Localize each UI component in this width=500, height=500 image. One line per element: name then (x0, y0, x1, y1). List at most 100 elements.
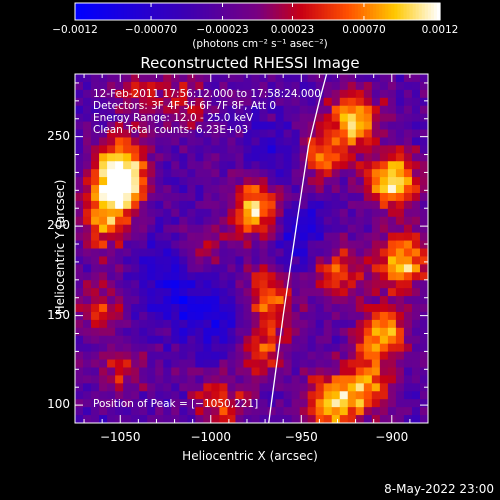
heatmap-cell (267, 153, 277, 162)
heatmap-cell (163, 169, 172, 178)
heatmap-cell (75, 81, 84, 91)
heatmap-cell (275, 185, 285, 194)
heatmap-cell (355, 351, 365, 361)
heatmap-cell (211, 280, 220, 289)
colorbar-segment (300, 3, 304, 20)
heatmap-cell (299, 375, 309, 384)
heatmap-cell (115, 359, 124, 368)
heatmap-cell (99, 81, 108, 91)
heatmap-cell (227, 81, 236, 91)
heatmap-cell (371, 280, 381, 289)
heatmap-cell (331, 288, 341, 297)
heatmap-cell (275, 137, 285, 146)
colorbar-segment (78, 3, 82, 20)
heatmap-cell (323, 399, 333, 408)
heatmap-cell (323, 319, 333, 329)
heatmap-cell (339, 97, 349, 107)
heatmap-cell (363, 335, 373, 345)
heatmap-cell (91, 359, 100, 368)
colorbar-segment (424, 3, 429, 20)
heatmap-cell (379, 169, 389, 178)
heatmap-cell (363, 359, 373, 368)
heatmap-cell (275, 153, 285, 162)
heatmap-cell (275, 145, 285, 154)
heatmap-cell (275, 288, 285, 297)
heatmap-cell (187, 74, 196, 83)
heatmap-cell (235, 145, 244, 154)
heatmap-cell (315, 185, 325, 194)
heatmap-cell (139, 296, 148, 305)
heatmap-cell (259, 200, 269, 210)
heatmap-cell (395, 343, 405, 353)
heatmap-cell (147, 113, 156, 123)
heatmap-cell (387, 367, 397, 376)
heatmap-cell (235, 264, 244, 273)
heatmap-cell (171, 280, 180, 289)
heatmap-cell (75, 105, 84, 115)
heatmap-cell (315, 399, 325, 408)
heatmap-cell (203, 335, 212, 345)
heatmap-cell (131, 272, 140, 281)
heatmap-cell (107, 399, 116, 408)
heatmap-cell (379, 272, 389, 281)
heatmap-cell (171, 391, 180, 400)
heatmap-cell (219, 113, 228, 123)
heatmap-cell (331, 399, 341, 408)
heatmap-cell (323, 185, 333, 194)
heatmap-cell (355, 391, 365, 400)
heatmap-cell (379, 311, 389, 321)
heatmap-cell (259, 97, 269, 107)
heatmap-cell (123, 391, 132, 400)
heatmap-cell (331, 145, 341, 154)
heatmap-cell (315, 359, 325, 368)
heatmap-cell (419, 343, 429, 353)
heatmap-cell (363, 161, 373, 170)
heatmap-cell (155, 153, 164, 162)
colorbar-segment (129, 3, 134, 20)
heatmap-cell (235, 399, 244, 408)
heatmap-cell (187, 129, 196, 138)
heatmap-cell (387, 224, 397, 234)
heatmap-cell (387, 161, 397, 170)
heatmap-cell (147, 169, 156, 178)
heatmap-cell (379, 161, 389, 170)
heatmap-cell (195, 208, 204, 218)
heatmap-cell (219, 192, 228, 202)
heatmap-cell (107, 415, 116, 424)
heatmap-cell (251, 272, 261, 281)
heatmap-cell (75, 113, 84, 123)
heatmap-image (75, 74, 429, 424)
heatmap-cell (131, 161, 140, 170)
info-line-counts: Clean Total counts: 6.23E+03 (93, 124, 249, 136)
x-axis-label: Heliocentric X (arcsec) (182, 449, 318, 463)
heatmap-cell (179, 240, 188, 249)
heatmap-cell (339, 240, 349, 249)
heatmap-cell (123, 161, 132, 170)
heatmap-cell (123, 248, 132, 257)
heatmap-cell (259, 391, 269, 400)
heatmap-cell (203, 169, 212, 178)
heatmap-cell (195, 97, 204, 107)
heatmap-cell (371, 351, 381, 361)
heatmap-cell (387, 375, 397, 384)
heatmap-cell (91, 185, 100, 194)
colorbar-segment (181, 3, 186, 20)
heatmap-cell (91, 240, 100, 249)
heatmap-cell (379, 137, 389, 146)
heatmap-cell (211, 185, 220, 194)
heatmap-cell (219, 121, 228, 131)
heatmap-cell (355, 256, 365, 265)
heatmap-cell (283, 232, 293, 242)
heatmap-cell (395, 97, 405, 107)
heatmap-cell (387, 177, 397, 186)
colorbar-segment (360, 3, 365, 20)
heatmap-cell (387, 335, 397, 345)
heatmap-cell (315, 280, 325, 289)
heatmap-cell (315, 335, 325, 345)
heatmap-cell (371, 311, 381, 321)
heatmap-cell (323, 304, 333, 313)
heatmap-cell (411, 399, 421, 408)
heatmap-cell (171, 81, 180, 91)
heatmap-cell (83, 335, 92, 345)
heatmap-cell (307, 327, 317, 337)
